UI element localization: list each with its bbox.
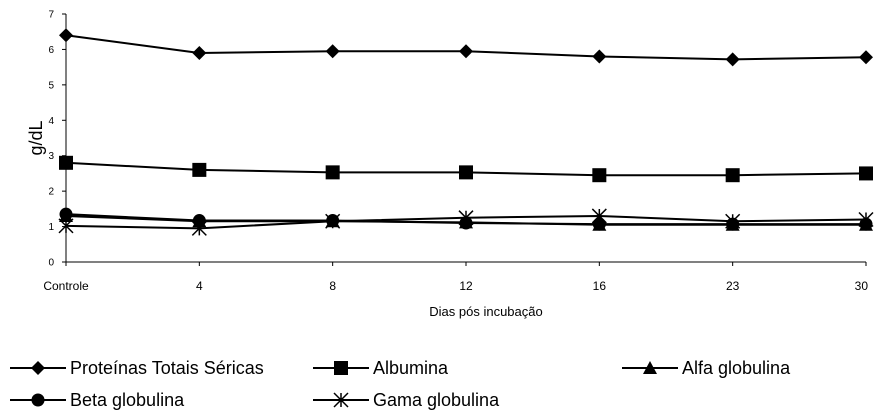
legend: Proteínas Totais Séricas Albumina Alfa glo… xyxy=(10,358,791,410)
asterisk-marker xyxy=(325,213,341,229)
data-point xyxy=(58,218,74,234)
legend-marker xyxy=(31,361,45,375)
asterisk-marker xyxy=(458,210,474,226)
square-marker xyxy=(192,162,207,177)
asterisk-marker xyxy=(858,211,874,228)
data-point xyxy=(459,44,473,59)
legend-marker xyxy=(643,361,657,374)
square-marker xyxy=(725,168,740,183)
data-point xyxy=(725,52,740,67)
data-point xyxy=(725,213,741,229)
legend-item: Proteínas Totais Séricas xyxy=(10,358,264,378)
x-axis-title: Dias pós incubação xyxy=(429,304,542,319)
legend-label: Albumina xyxy=(373,358,449,378)
diamond-marker xyxy=(592,49,607,64)
data-point xyxy=(59,155,73,170)
x-tick-label: 4 xyxy=(196,279,203,293)
diamond-marker xyxy=(459,44,473,59)
y-tick-label: 5 xyxy=(48,80,54,91)
data-point xyxy=(192,214,206,228)
y-tick-label: 7 xyxy=(48,10,54,21)
y-tick-label: 2 xyxy=(48,187,54,198)
legend-item: Alfa globulina xyxy=(622,358,791,378)
y-tick-label: 0 xyxy=(48,258,54,269)
diamond-marker xyxy=(59,28,73,43)
plot-area xyxy=(58,28,874,236)
legend-label: Gama globulina xyxy=(373,390,500,410)
square-marker xyxy=(59,155,73,170)
diamond-marker xyxy=(192,45,207,60)
x-tick-label: 30 xyxy=(855,279,869,293)
data-point xyxy=(458,210,474,226)
y-tick-label: 1 xyxy=(48,222,54,233)
diamond-marker xyxy=(31,361,45,375)
asterisk-marker xyxy=(333,392,349,408)
triangle-marker xyxy=(643,361,657,374)
data-point xyxy=(192,45,207,60)
legend-item: Gama globulina xyxy=(313,390,500,410)
data-point xyxy=(592,217,606,231)
square-marker xyxy=(459,165,473,180)
circle-marker xyxy=(592,217,606,231)
asterisk-marker xyxy=(191,220,207,236)
diamond-marker xyxy=(725,52,740,67)
legend-marker xyxy=(334,361,348,375)
data-point xyxy=(592,168,607,183)
x-tick-label: 8 xyxy=(329,279,336,293)
diamond-marker xyxy=(325,44,340,59)
y-tick-label: 4 xyxy=(48,116,54,127)
legend-marker xyxy=(31,393,45,407)
data-point xyxy=(192,162,207,177)
square-marker xyxy=(334,361,348,375)
asterisk-marker xyxy=(591,208,607,224)
asterisk-marker xyxy=(725,213,741,229)
data-point xyxy=(591,208,607,224)
data-point xyxy=(59,207,73,221)
x-tick-label: 23 xyxy=(726,279,740,293)
square-marker xyxy=(592,168,607,183)
legend-label: Beta globulina xyxy=(70,390,185,410)
data-point xyxy=(59,28,73,43)
data-point xyxy=(858,211,874,228)
asterisk-marker xyxy=(58,218,74,234)
x-tick-label: Controle xyxy=(43,279,89,293)
legend-item: Albumina xyxy=(313,358,449,378)
circle-marker xyxy=(192,214,206,228)
legend-label: Proteínas Totais Séricas xyxy=(70,358,264,378)
data-point xyxy=(459,165,473,180)
legend-item: Beta globulina xyxy=(10,390,185,410)
square-marker xyxy=(859,166,873,181)
legend-marker xyxy=(333,392,349,408)
y-tick-label: 3 xyxy=(48,151,54,162)
data-point xyxy=(592,49,607,64)
data-point xyxy=(325,165,340,180)
y-axis-title: g/dL xyxy=(26,120,46,155)
circle-marker xyxy=(59,207,73,221)
x-tick-label: 12 xyxy=(459,279,473,293)
data-point xyxy=(325,213,341,229)
square-marker xyxy=(325,165,340,180)
data-point xyxy=(859,50,873,65)
diamond-marker xyxy=(859,50,873,65)
circle-marker xyxy=(31,393,45,407)
data-point xyxy=(191,220,207,236)
data-point xyxy=(725,168,740,183)
x-tick-label: 16 xyxy=(593,279,607,293)
data-point xyxy=(325,44,340,59)
y-tick-label: 6 xyxy=(48,45,54,56)
legend-label: Alfa globulina xyxy=(682,358,791,378)
data-point xyxy=(859,166,873,181)
